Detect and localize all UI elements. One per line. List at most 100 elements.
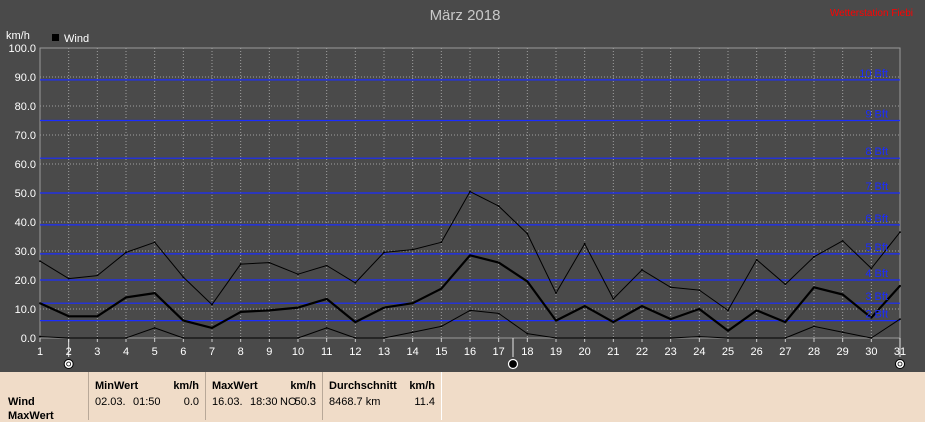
- data-point-min: [612, 337, 615, 339]
- x-tick-label: 9: [266, 346, 272, 358]
- y-tick-label: 30.0: [15, 246, 36, 258]
- data-point-min: [755, 337, 758, 339]
- data-point-min: [899, 318, 901, 321]
- x-tick-label: 16: [464, 346, 476, 358]
- data-point-avg: [153, 292, 156, 294]
- x-tick-label: 25: [722, 346, 734, 358]
- stats-panel: Wind MaxWert MinWert km/h 02.03. 01:50 0…: [0, 372, 925, 422]
- data-point-max: [469, 190, 471, 193]
- stats-max-value: 50.3: [294, 396, 316, 408]
- data-point-avg: [182, 319, 185, 322]
- full-moon-icon-detail: [897, 361, 903, 367]
- data-point-min: [39, 335, 41, 338]
- data-point-min: [239, 337, 242, 339]
- data-point-max: [67, 277, 70, 280]
- stats-max-unit: km/h: [290, 380, 316, 392]
- data-point-avg: [755, 309, 758, 312]
- data-point-max: [383, 251, 385, 254]
- x-tick-label: 29: [837, 346, 849, 358]
- data-point-min: [669, 337, 672, 339]
- data-point-avg: [813, 286, 815, 289]
- data-point-avg: [239, 311, 242, 313]
- data-point-max: [870, 267, 873, 270]
- y-tick-label: 90.0: [15, 72, 36, 84]
- y-tick-label: 100.0: [8, 43, 36, 55]
- data-point-min: [354, 337, 357, 339]
- data-point-min: [497, 312, 500, 315]
- data-point-max: [325, 264, 328, 267]
- data-point-max: [698, 289, 701, 292]
- chart-area: März 2018 Wetterstation Fiebi km/h Wind …: [0, 0, 925, 372]
- data-point-min: [440, 325, 443, 328]
- stats-max-label: MaxWert: [212, 380, 258, 392]
- stats-avg-label: Durchschnitt: [329, 380, 397, 392]
- stats-max-date: 16.03.: [212, 396, 243, 408]
- x-tick-label: 10: [292, 346, 304, 358]
- data-point-min: [383, 337, 385, 339]
- data-point-min: [813, 325, 815, 328]
- data-point-max: [411, 248, 414, 251]
- x-tick-label: 1: [37, 346, 43, 358]
- data-point-avg: [96, 315, 99, 318]
- stats-row-label-wind: Wind: [8, 396, 35, 408]
- stats-max-time: 18:30: [250, 396, 278, 408]
- data-point-avg: [354, 321, 357, 323]
- y-tick-label: 10.0: [15, 304, 36, 316]
- data-point-avg: [899, 284, 901, 287]
- y-tick-label: 20.0: [15, 275, 36, 287]
- beaufort-label: 5 Bft: [865, 242, 888, 254]
- y-tick-label: 40.0: [15, 217, 36, 229]
- stats-avg-distance: 8468.7 km: [329, 396, 381, 408]
- stats-min-label: MinWert: [95, 380, 139, 392]
- data-point-avg: [555, 319, 557, 322]
- full-moon-icon: [63, 359, 74, 369]
- data-point-max: [899, 231, 901, 234]
- data-point-min: [268, 337, 271, 339]
- data-point-avg: [325, 297, 328, 300]
- x-tick-label: 19: [550, 346, 562, 358]
- data-point-min: [211, 337, 213, 339]
- data-point-max: [96, 274, 99, 277]
- data-point-max: [153, 241, 156, 244]
- x-tick-label: 20: [579, 346, 591, 358]
- beaufort-label: 3 Bft: [865, 291, 888, 303]
- x-tick-label: 14: [407, 346, 419, 358]
- data-point-min: [698, 335, 701, 338]
- data-point-min: [469, 309, 471, 312]
- data-point-max: [182, 276, 185, 278]
- data-point-max: [354, 282, 357, 284]
- chart-title: März 2018: [430, 7, 501, 24]
- x-tick-label: 13: [378, 346, 390, 358]
- x-tick-label: 30: [865, 346, 877, 358]
- data-point-min: [125, 337, 127, 339]
- data-point-avg: [870, 316, 873, 319]
- data-point-min: [325, 326, 328, 329]
- data-point-max: [583, 242, 586, 245]
- data-point-max: [727, 309, 729, 312]
- stats-min-unit: km/h: [173, 380, 199, 392]
- data-point-avg: [841, 293, 844, 296]
- x-tick-label: 15: [435, 346, 447, 358]
- data-point-min: [841, 331, 844, 334]
- beaufort-label: 7 Bft: [865, 181, 888, 193]
- y-tick-label: 50.0: [15, 188, 36, 200]
- data-point-avg: [583, 305, 586, 307]
- full-moon-icon-detail: [66, 361, 72, 367]
- data-point-max: [841, 239, 844, 242]
- data-point-max: [555, 292, 557, 294]
- data-point-avg: [469, 254, 471, 257]
- stats-max-direction: NO: [280, 396, 297, 408]
- stats-max-box: MaxWert km/h 16.03. 18:30 NO 50.3: [205, 372, 323, 420]
- data-point-max: [39, 260, 41, 263]
- stats-avg-box: Durchschnitt km/h 8468.7 km 11.4: [322, 372, 442, 420]
- x-tick-label: 17: [493, 346, 505, 358]
- wind-chart: März 2018 Wetterstation Fiebi km/h Wind …: [6, 7, 913, 370]
- data-point-avg: [727, 329, 729, 332]
- data-point-avg: [67, 315, 70, 318]
- beaufort-label: 6 Bft: [865, 213, 888, 225]
- x-tick-label: 26: [751, 346, 763, 358]
- beaufort-label: 9 Bft: [865, 109, 888, 121]
- x-tick-label: 23: [665, 346, 677, 358]
- data-point-avg: [784, 321, 787, 323]
- data-point-avg: [669, 318, 672, 321]
